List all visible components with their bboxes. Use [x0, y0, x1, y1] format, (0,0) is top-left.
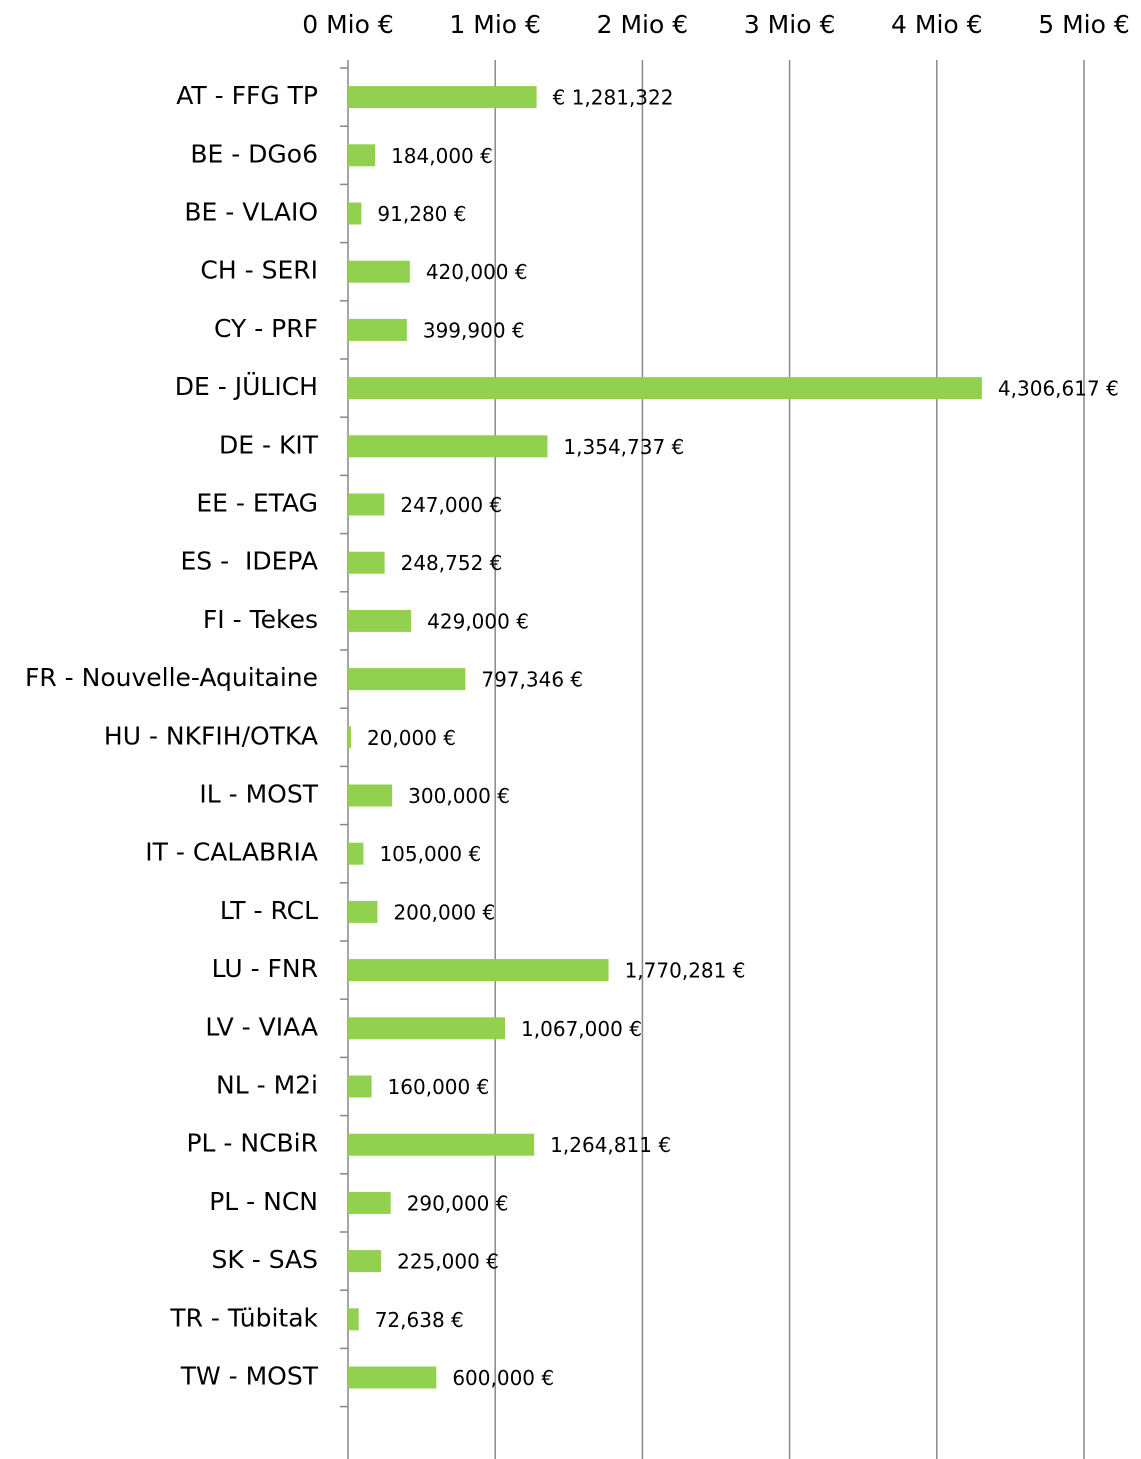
y-tick-label: FI - Tekes: [203, 605, 318, 634]
value-label: 429,000 €: [427, 609, 529, 633]
bar: [348, 435, 548, 458]
x-tick-label: 3 Mio €: [744, 10, 836, 39]
y-tick-label: BE - DGo6: [190, 139, 318, 168]
value-label: 184,000 €: [391, 144, 493, 168]
bar: [348, 260, 410, 283]
y-tick-label: TR - Tübitak: [169, 1303, 318, 1332]
y-tick-label: LU - FNR: [212, 954, 318, 983]
bar: [348, 202, 362, 225]
y-tick-label: PL - NCN: [209, 1187, 318, 1216]
value-label: 200,000 €: [393, 900, 495, 924]
bar: [348, 842, 364, 865]
value-label: 290,000 €: [407, 1191, 509, 1215]
value-label: 105,000 €: [379, 842, 481, 866]
value-label: 600,000 €: [452, 1366, 554, 1390]
value-label: 399,900 €: [423, 318, 525, 342]
bar: [348, 493, 385, 516]
bar: [348, 609, 412, 632]
y-tick-label: LT - RCL: [220, 896, 318, 925]
y-tick-label: PL - NCBiR: [186, 1129, 318, 1158]
bar: [348, 726, 351, 749]
value-label: 225,000 €: [397, 1250, 499, 1274]
bar: [348, 784, 393, 807]
y-tick-label: AT - FFG TP: [176, 81, 318, 110]
bar: [348, 900, 378, 923]
x-tick-label: 0 Mio €: [302, 10, 394, 39]
y-tick-label: FR - Nouvelle-Aquitaine: [25, 663, 318, 692]
y-tick-label: NL - M2i: [216, 1071, 318, 1100]
x-tick-label: 4 Mio €: [891, 10, 983, 39]
y-tick-label: BE - VLAIO: [184, 198, 318, 227]
y-tick-label: EE - ETAG: [196, 489, 318, 518]
y-tick-label: SK - SAS: [212, 1245, 318, 1274]
y-tick-label: IL - MOST: [199, 780, 318, 809]
value-label: 4,306,617 €: [998, 377, 1119, 401]
bar: [348, 1075, 372, 1098]
value-label: 91,280 €: [377, 202, 466, 226]
bar: [348, 1191, 391, 1214]
x-tick-label: 2 Mio €: [597, 10, 689, 39]
bar: [348, 318, 407, 341]
bar: [348, 1017, 506, 1040]
y-tick-label: CY - PRF: [214, 314, 318, 343]
y-tick-label: HU - NKFIH/OTKA: [104, 721, 318, 750]
value-label: 160,000 €: [388, 1075, 490, 1099]
bar: [348, 1308, 359, 1331]
value-label: 1,264,811 €: [550, 1133, 671, 1157]
value-label: 1,354,737 €: [563, 435, 684, 459]
x-tick-label: 1 Mio €: [449, 10, 541, 39]
x-tick-label: 5 Mio €: [1038, 10, 1130, 39]
y-tick-label: DE - JÜLICH: [175, 372, 318, 401]
y-tick-label: LV - VIAA: [205, 1012, 318, 1041]
value-label: 1,770,281 €: [625, 959, 746, 983]
value-label: 1,067,000 €: [521, 1017, 642, 1041]
value-label: 247,000 €: [400, 493, 502, 517]
bar: [348, 1250, 382, 1273]
bar: [348, 668, 466, 691]
bar: [348, 86, 537, 109]
bar: [348, 144, 376, 167]
bar: [348, 551, 385, 574]
value-label: 20,000 €: [367, 726, 456, 750]
y-tick-label: TW - MOST: [180, 1362, 319, 1391]
y-tick-label: DE - KIT: [219, 430, 319, 459]
bar: [348, 1133, 535, 1156]
value-label: 248,752 €: [401, 551, 503, 575]
y-tick-label: CH - SERI: [200, 256, 318, 285]
value-label: 420,000 €: [426, 260, 528, 284]
value-label: € 1,281,322: [553, 86, 674, 110]
value-label: 300,000 €: [408, 784, 510, 808]
value-label: 72,638 €: [375, 1308, 464, 1332]
bar: [348, 377, 982, 400]
y-tick-label: ES - IDEPA: [180, 547, 318, 576]
y-tick-label: IT - CALABRIA: [145, 838, 318, 867]
bar: [348, 1366, 437, 1389]
value-label: 797,346 €: [481, 668, 583, 692]
bar: [348, 959, 609, 982]
